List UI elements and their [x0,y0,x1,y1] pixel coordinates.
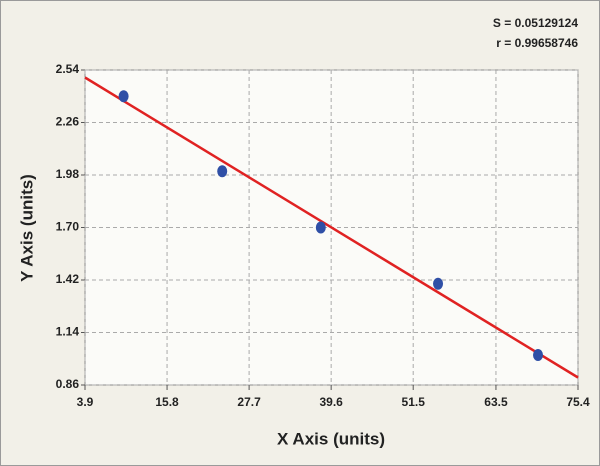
annotation: r = 0.99658746 [496,36,578,50]
y-tick-label: 1.70 [56,220,80,234]
x-tick-label: 27.7 [237,395,261,409]
y-tick-label: 2.26 [56,115,80,129]
data-point [433,277,444,290]
x-axis-title: X Axis (units) [277,429,385,448]
x-tick-label: 39.6 [319,395,343,409]
x-tick-label: 75.4 [566,395,590,409]
data-point [118,90,129,103]
data-point [533,349,544,361]
y-tick-label: 1.14 [56,325,80,339]
data-point [315,221,326,234]
y-tick-label: 0.86 [56,377,80,391]
x-tick-label: 63.5 [484,395,508,409]
x-tick-label: 15.8 [155,395,179,409]
y-tick-label: 1.42 [56,272,80,286]
fit-line [84,76,579,379]
annotation: S = 0.05129124 [493,16,578,30]
x-tick-label: 3.9 [77,395,94,409]
x-tick-label: 51.5 [402,395,426,409]
y-tick-label: 1.98 [56,167,80,181]
data-point [217,165,228,178]
y-axis-title: Y Axis (units) [17,174,36,282]
y-tick-label: 2.54 [56,62,80,76]
